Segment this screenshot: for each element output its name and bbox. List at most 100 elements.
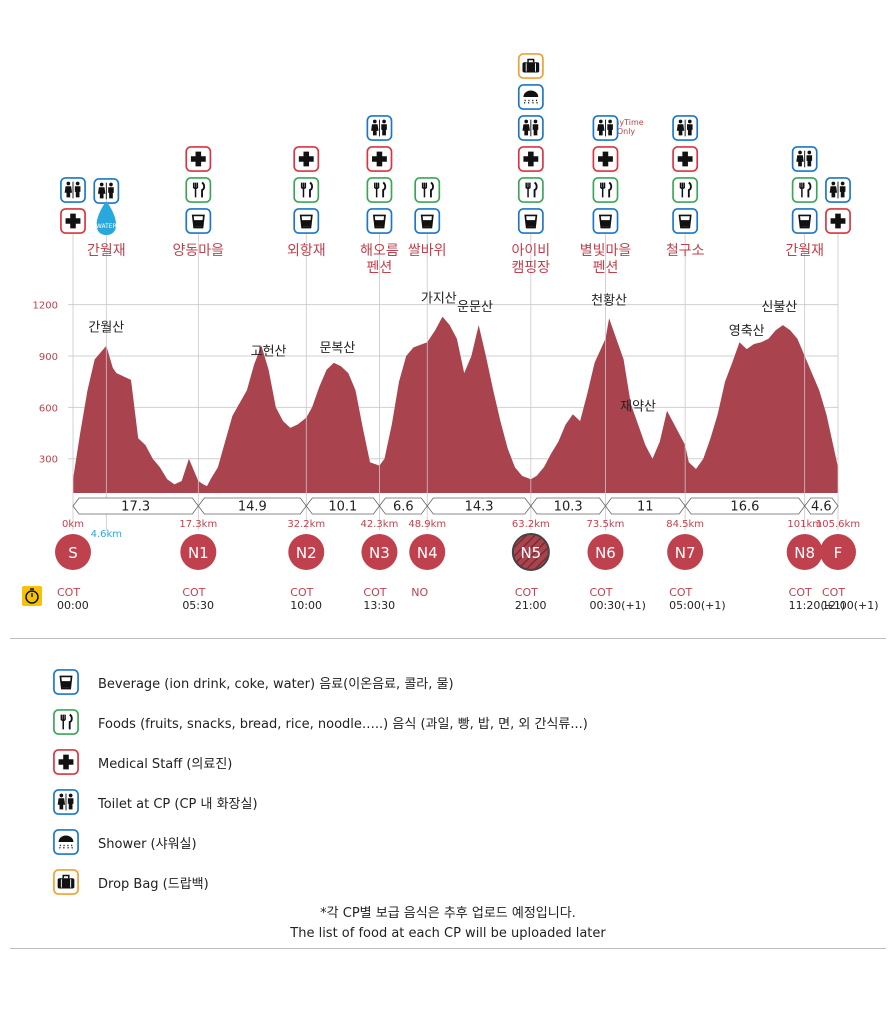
water-km-label: 4.6km bbox=[91, 529, 122, 540]
legend-item-toilet: Toilet at CP (CP 내 화장실) bbox=[52, 782, 588, 822]
y-tick-label: 300 bbox=[39, 455, 58, 466]
location-name-label: 아이비 bbox=[512, 243, 551, 259]
beverage-icon bbox=[53, 669, 79, 695]
checkpoint-cot-time: 00:30(+1) bbox=[589, 599, 646, 612]
peak-name-label: 영축산 bbox=[729, 324, 765, 339]
beverage-icon bbox=[293, 208, 320, 234]
checkpoint-code: N3 bbox=[369, 544, 390, 562]
food-icon bbox=[366, 177, 393, 203]
checkpoint-badge bbox=[786, 534, 823, 570]
checkpoint-cot-time: 11:20(+1) bbox=[789, 599, 846, 612]
note-korean: *각 CP별 보급 음식은 추후 업로드 예정입니다. bbox=[320, 906, 576, 921]
toilet-icon bbox=[517, 115, 544, 141]
toilet-icon bbox=[60, 177, 86, 203]
checkpoint-cot-time: 21:00 bbox=[515, 599, 547, 612]
peak-name-label: 가지산 bbox=[421, 292, 457, 307]
segment-distance-band bbox=[804, 497, 839, 515]
legend-label: Medical Staff (의료진) bbox=[98, 756, 233, 772]
checkpoint-badge bbox=[288, 534, 325, 570]
toilet-icon bbox=[592, 115, 619, 141]
checkpoint-km-label: 63.2km bbox=[512, 519, 550, 530]
checkpoint-cot-time: 13:30 bbox=[363, 599, 395, 612]
checkpoint-cot-time: 00:00 bbox=[57, 599, 89, 612]
checkpoint-cot-label: COT bbox=[589, 586, 612, 599]
location-name-label: 간월재 bbox=[87, 243, 126, 259]
checkpoint-cot-label: COT bbox=[57, 586, 80, 599]
segment-distance-label: 10.3 bbox=[554, 500, 583, 515]
elevation-profile-chart: 300 600 900 1200 17.3 14.9 10.1 6.6 14.3 10.3 11 1… bbox=[22, 53, 879, 612]
segment-distance-label: 14.3 bbox=[465, 500, 494, 515]
checkpoint-code: N8 bbox=[794, 544, 815, 562]
segment-distance-label: 4.6 bbox=[811, 500, 832, 515]
segment-distance-label: 10.1 bbox=[328, 500, 357, 515]
checkpoint-badge bbox=[180, 534, 217, 570]
checkpoint-badge bbox=[361, 534, 398, 570]
checkpoint-code: F bbox=[834, 544, 843, 562]
segment-distance-label: 17.3 bbox=[121, 500, 150, 515]
toilet-icon bbox=[53, 789, 79, 815]
checkpoint-code: N2 bbox=[296, 544, 317, 562]
dropbag-icon bbox=[517, 53, 544, 79]
water-drop-label: WATER bbox=[96, 223, 117, 230]
toilet-icon bbox=[791, 146, 818, 172]
shower-icon bbox=[517, 84, 544, 110]
beverage-icon bbox=[366, 208, 393, 234]
checkpoint-km-label: 73.5km bbox=[587, 519, 625, 530]
beverage-icon bbox=[517, 208, 544, 234]
location-name-label: 쌀바위 bbox=[408, 243, 447, 259]
legend-label: Toilet at CP (CP 내 화장실) bbox=[98, 796, 258, 812]
legend-label: Beverage (ion drink, coke, water) 음료(이온음… bbox=[98, 676, 454, 692]
food-icon bbox=[672, 177, 699, 203]
peak-name-label: 고헌산 bbox=[251, 345, 287, 360]
peak-name-label: 간월산 bbox=[88, 321, 124, 336]
location-name-label: 별빛마을 bbox=[580, 243, 632, 259]
peak-name-label: 운문산 bbox=[457, 300, 493, 315]
daytime-only-note: DayTime bbox=[608, 118, 643, 127]
legend-label: Drop Bag (드랍백) bbox=[98, 876, 209, 892]
checkpoint-code: N4 bbox=[417, 544, 438, 562]
food-icon bbox=[185, 177, 212, 203]
elevation-area bbox=[73, 316, 838, 493]
segment-distance-label: 11 bbox=[637, 500, 654, 515]
location-name-label: 양동마을 bbox=[173, 243, 225, 259]
beverage-icon bbox=[672, 208, 699, 234]
beverage-icon bbox=[791, 208, 818, 234]
checkpoint-cot-label: COT bbox=[789, 586, 812, 599]
bottom-divider bbox=[10, 948, 886, 949]
checkpoint-cot-label: NO bbox=[411, 586, 428, 599]
beverage-icon bbox=[414, 208, 441, 234]
toilet-icon bbox=[53, 789, 79, 815]
food-icon bbox=[53, 709, 79, 735]
peak-name-label: 문복산 bbox=[319, 341, 355, 356]
checkpoint-cot-time: 05:00(+1) bbox=[669, 599, 726, 612]
peak-name-label: 재약산 bbox=[620, 399, 656, 414]
legend-item-food: Foods (fruits, snacks, bread, rice, nood… bbox=[52, 702, 588, 742]
medical-icon bbox=[825, 208, 851, 234]
toilet-icon bbox=[366, 115, 393, 141]
checkpoint-cot-label: COT bbox=[182, 586, 205, 599]
medical-icon bbox=[517, 146, 544, 172]
checkpoint-km-label: 48.9km bbox=[408, 519, 446, 530]
checkpoint-km-label: 17.3km bbox=[179, 519, 217, 530]
segment-distance-label: 14.9 bbox=[238, 500, 267, 515]
beverage-icon bbox=[53, 669, 79, 695]
beverage-icon bbox=[185, 208, 212, 234]
medical-icon bbox=[672, 146, 699, 172]
checkpoint-km-label: 105.6km bbox=[816, 519, 860, 530]
food-icon bbox=[791, 177, 818, 203]
checkpoint-badge bbox=[55, 534, 91, 570]
checkpoint-badge bbox=[511, 533, 550, 571]
shower-icon bbox=[53, 829, 79, 855]
peak-name-label: 천황산 bbox=[591, 293, 627, 308]
checkpoint-km-label: 0km bbox=[62, 519, 84, 530]
dropbag-icon bbox=[53, 869, 79, 895]
y-tick-label: 600 bbox=[39, 403, 58, 414]
location-name-label: 펜션 bbox=[367, 260, 393, 276]
checkpoint-code: N1 bbox=[188, 544, 209, 562]
checkpoint-cot-time: 10:00 bbox=[290, 599, 322, 612]
medical-icon bbox=[293, 146, 320, 172]
y-tick-label: 900 bbox=[39, 352, 58, 363]
medical-icon bbox=[60, 208, 86, 234]
checkpoint-cot-label: COT bbox=[363, 586, 386, 599]
peak-name-label: 신불산 bbox=[761, 300, 797, 315]
